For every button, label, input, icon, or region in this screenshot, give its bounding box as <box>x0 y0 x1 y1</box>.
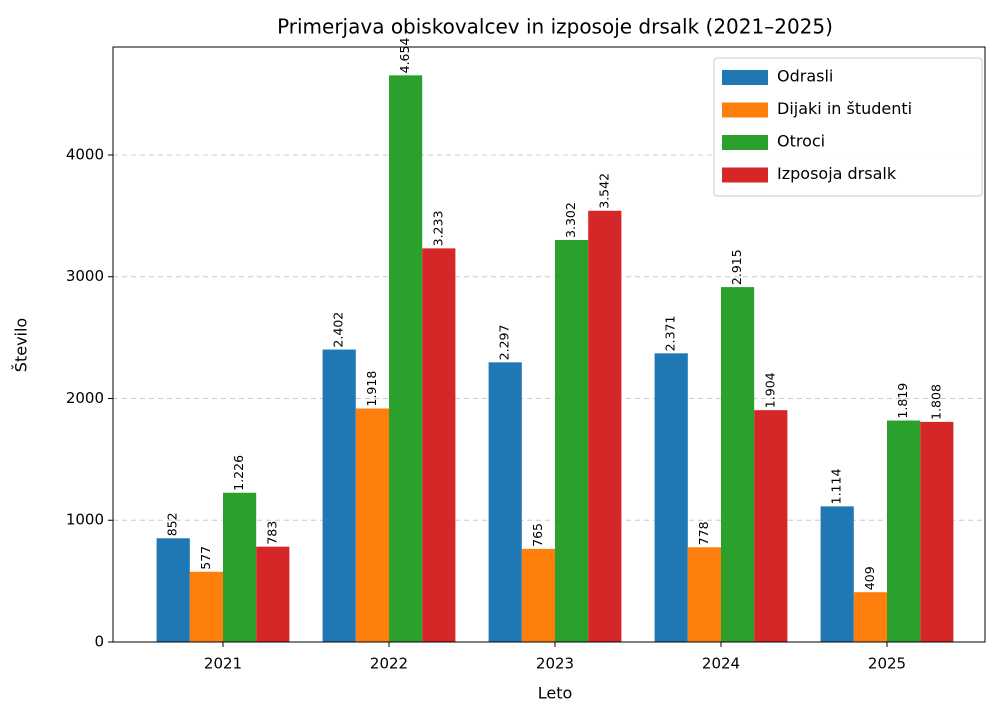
value-label: 2.915 <box>729 249 744 285</box>
bar <box>887 420 921 642</box>
y-tick-label: 4000 <box>66 145 104 163</box>
bar <box>156 538 190 642</box>
value-label: 2.402 <box>331 312 346 348</box>
value-label: 4.654 <box>397 38 412 74</box>
value-label: 2.297 <box>497 325 512 361</box>
value-label: 778 <box>696 521 711 545</box>
x-tick-label: 2024 <box>702 655 740 673</box>
value-label: 3.302 <box>563 202 578 238</box>
bar <box>853 592 887 642</box>
value-label: 3.542 <box>596 173 611 209</box>
value-label: 409 <box>862 566 877 590</box>
value-label: 1.808 <box>928 384 943 420</box>
bar <box>189 571 223 642</box>
y-tick-label: 3000 <box>66 267 104 285</box>
value-label: 1.819 <box>895 383 910 419</box>
plot-frame <box>112 46 986 643</box>
bar <box>322 349 356 642</box>
y-tick-label: 2000 <box>66 389 104 407</box>
legend-swatch <box>722 135 768 150</box>
legend-label: Odrasli <box>777 67 833 86</box>
legend-swatch <box>722 167 768 183</box>
bar <box>687 547 721 642</box>
value-label: 1.918 <box>364 371 379 407</box>
bar <box>488 362 522 642</box>
value-label: 783 <box>264 521 279 545</box>
value-label: 3.233 <box>430 211 445 247</box>
bar <box>389 75 423 643</box>
chart-title: Primerjava obiskovalcev in izposoje drsa… <box>277 15 833 39</box>
value-label: 1.904 <box>762 372 777 408</box>
legend-swatch <box>722 70 768 85</box>
bar <box>355 408 389 642</box>
bar <box>588 210 622 642</box>
y-tick-label: 1000 <box>66 511 104 529</box>
legend-swatch <box>722 102 768 118</box>
value-label: 577 <box>198 546 213 570</box>
bar <box>920 421 954 642</box>
bar <box>521 548 555 642</box>
legend-label: Dijaki in študenti <box>777 99 912 118</box>
value-label: 2.371 <box>663 316 678 352</box>
x-axis-label: Leto <box>538 684 573 703</box>
x-tick-label: 2021 <box>204 655 242 673</box>
x-tick-label: 2025 <box>868 655 906 673</box>
x-tick-label: 2023 <box>536 655 574 673</box>
legend-label: Otroci <box>777 132 825 151</box>
value-label: 852 <box>165 512 180 536</box>
bar <box>754 410 788 642</box>
bar <box>422 248 456 642</box>
value-label: 1.226 <box>231 455 246 491</box>
legend: Odrasli Dijaki in študenti Otroci Izposoja … <box>713 57 983 197</box>
legend-label: Izposoja drsalk <box>777 164 897 183</box>
y-axis-label: Število <box>12 318 31 372</box>
bar <box>820 506 854 642</box>
y-tick-label: 0 <box>94 633 104 651</box>
bar <box>555 239 589 642</box>
bar <box>721 287 755 642</box>
x-tick-label: 2022 <box>370 655 408 673</box>
legend-frame <box>713 57 983 197</box>
bar <box>256 546 290 642</box>
bar <box>654 353 688 642</box>
bar <box>223 492 257 642</box>
value-label: 765 <box>530 523 545 547</box>
value-label: 1.114 <box>829 469 844 505</box>
